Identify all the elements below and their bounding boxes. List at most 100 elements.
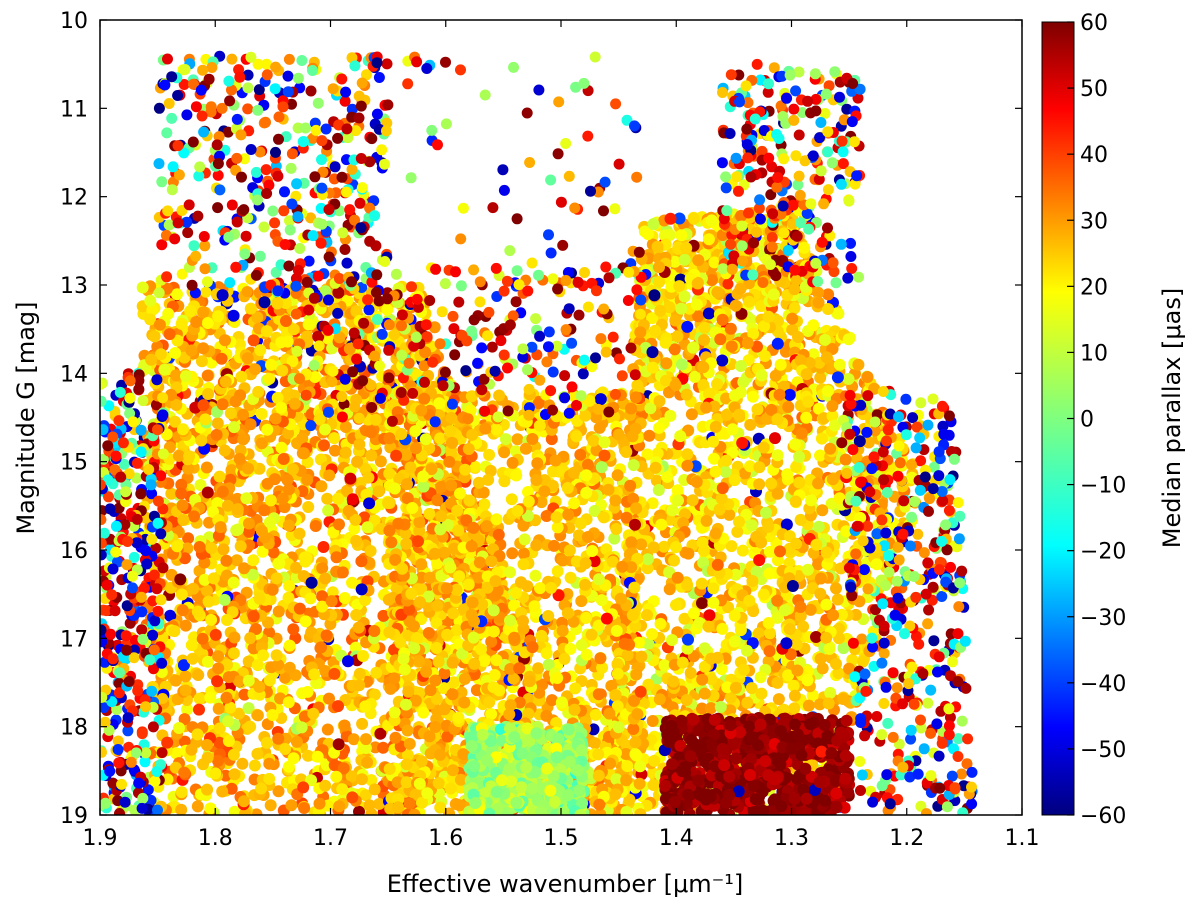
data-point: [705, 214, 718, 227]
data-point: [341, 484, 353, 497]
data-point: [700, 401, 713, 414]
data-point: [322, 504, 335, 517]
data-point: [870, 558, 883, 571]
data-point: [788, 689, 801, 702]
data-point: [227, 748, 240, 761]
data-point: [773, 388, 786, 401]
data-point: [709, 465, 722, 478]
data-point: [832, 307, 845, 320]
data-point: [680, 242, 693, 255]
data-point: [716, 313, 729, 326]
data-point: [197, 306, 210, 319]
data-point: [329, 444, 341, 457]
data-point: [315, 641, 327, 654]
data-point: [353, 679, 366, 692]
data-point: [682, 547, 695, 560]
data-point: [224, 407, 237, 420]
data-point: [801, 563, 814, 576]
data-point: [205, 613, 218, 626]
data-point: [788, 702, 801, 715]
data-point: [272, 732, 285, 745]
data-point: [671, 330, 684, 343]
data-point: [216, 398, 229, 411]
data-point: [255, 782, 268, 795]
data-point: [175, 487, 188, 500]
data-point: [181, 703, 194, 716]
data-point: [175, 588, 188, 601]
data-point: [651, 240, 664, 253]
data-point: [216, 289, 229, 302]
data-point: [771, 487, 784, 500]
data-point: [659, 336, 672, 349]
data-point: [352, 621, 365, 634]
data-point: [229, 395, 242, 408]
data-point: [381, 303, 394, 316]
data-point: [339, 421, 352, 433]
data-point: [716, 482, 729, 495]
data-point: [786, 580, 799, 592]
data-point: [737, 376, 750, 389]
data-point: [861, 371, 874, 383]
data-point: [831, 371, 844, 384]
data-point: [336, 783, 349, 796]
data-point: [221, 614, 233, 626]
data-point: [687, 212, 700, 225]
data-point: [821, 385, 834, 398]
data-point: [195, 355, 208, 368]
data-point: [161, 736, 174, 749]
data-point: [283, 580, 296, 592]
data-point: [211, 417, 224, 430]
data-point: [698, 321, 711, 334]
data-point: [652, 484, 665, 496]
data-point: [711, 558, 724, 571]
data-point: [642, 228, 654, 241]
data-point: [771, 413, 784, 426]
data-point: [696, 536, 709, 549]
data-point: [248, 759, 261, 772]
data-point: [359, 700, 372, 713]
data-point: [369, 413, 382, 426]
data-point: [263, 516, 276, 529]
data-point: [355, 555, 368, 568]
data-point: [757, 441, 770, 454]
data-point: [763, 645, 776, 658]
data-point: [820, 546, 833, 559]
data-point: [688, 370, 701, 383]
data-point: [146, 304, 159, 316]
data-point: [209, 628, 222, 641]
data-point: [757, 588, 770, 601]
data-point: [706, 274, 718, 286]
data-point: [678, 290, 691, 303]
data-point: [707, 435, 720, 448]
data-point: [780, 637, 793, 650]
data-point: [700, 514, 713, 527]
data-point: [802, 395, 815, 408]
data-point: [653, 395, 666, 408]
data-point: [176, 604, 189, 617]
data-point: [317, 541, 330, 553]
data-point: [370, 666, 383, 679]
data-point: [724, 322, 737, 335]
data-point: [753, 478, 766, 491]
data-point: [794, 601, 807, 613]
data-point: [800, 368, 813, 381]
data-point: [716, 622, 729, 635]
data-point: [698, 687, 711, 700]
data-point: [673, 280, 686, 293]
data-point: [299, 555, 312, 568]
data-point: [228, 768, 241, 781]
data-point: [332, 700, 344, 713]
data-point: [754, 671, 767, 684]
data-point: [212, 754, 224, 767]
data-point: [176, 499, 189, 512]
data-point: [296, 447, 309, 460]
data-point: [237, 433, 250, 446]
data-point: [795, 427, 808, 440]
data-point: [282, 760, 295, 773]
data-point: [339, 446, 352, 459]
data-point: [760, 506, 772, 519]
data-point: [361, 521, 374, 534]
data-point: [372, 485, 385, 498]
data-point: [321, 492, 334, 505]
data-point: [816, 504, 829, 517]
